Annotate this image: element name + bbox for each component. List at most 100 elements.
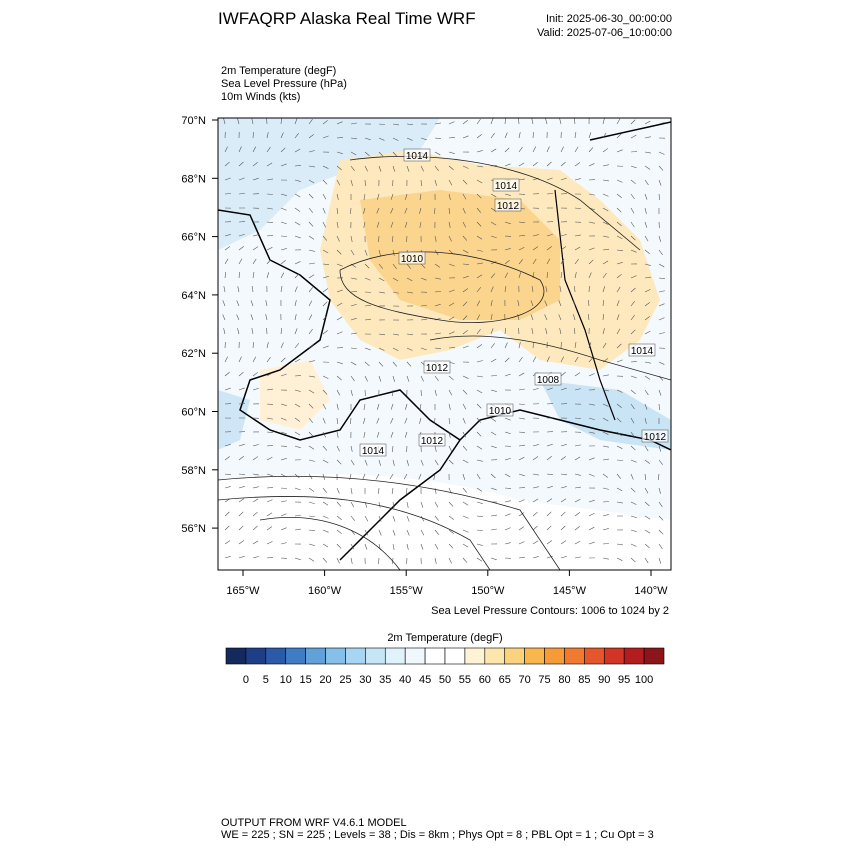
- barb: [280, 373, 287, 377]
- contour-label: 1014: [631, 346, 654, 357]
- barb: [308, 207, 313, 213]
- barb: [462, 417, 466, 424]
- barb: [448, 165, 454, 171]
- barb: [559, 118, 562, 125]
- barb: [308, 262, 315, 265]
- barb: [224, 177, 231, 181]
- barb: [602, 179, 609, 182]
- barb: [265, 300, 268, 307]
- barb: [266, 221, 273, 224]
- barb: [252, 444, 259, 447]
- barb: [266, 526, 273, 531]
- barb: [350, 375, 355, 382]
- lat-tick-label: 70°N: [181, 115, 206, 127]
- contour-label: 1010: [401, 254, 424, 265]
- barb: [406, 361, 412, 367]
- barb: [658, 459, 663, 465]
- barb: [251, 118, 254, 125]
- barb: [349, 473, 352, 480]
- barb: [266, 556, 273, 559]
- barb: [392, 361, 398, 367]
- colorbar-label: 70: [519, 674, 531, 686]
- barb: [504, 357, 510, 363]
- barb: [490, 417, 497, 422]
- barb: [560, 511, 566, 517]
- barb: [476, 557, 483, 562]
- barb: [322, 249, 329, 254]
- barb: [266, 444, 273, 447]
- barb: [574, 388, 581, 391]
- barb: [462, 431, 467, 438]
- barb: [616, 403, 622, 408]
- barb: [644, 193, 648, 200]
- barb: [630, 221, 635, 228]
- barb: [238, 403, 246, 405]
- barb: [434, 347, 441, 350]
- barb: [630, 119, 636, 125]
- barb: [476, 389, 483, 394]
- barb: [252, 473, 259, 476]
- barb: [406, 137, 413, 141]
- colorbar-swatch: [524, 647, 545, 665]
- barb: [390, 403, 394, 410]
- barb: [294, 445, 301, 449]
- barb: [252, 556, 259, 559]
- barb: [630, 275, 637, 279]
- barb: [558, 314, 562, 321]
- barb: [350, 459, 355, 466]
- barb: [616, 273, 622, 279]
- barb: [560, 486, 567, 489]
- barb: [588, 417, 595, 421]
- barb: [532, 356, 537, 363]
- barb: [378, 151, 384, 157]
- barb: [490, 193, 497, 198]
- barb: [336, 403, 339, 410]
- barb: [266, 356, 271, 363]
- barb: [294, 417, 301, 422]
- barb: [573, 300, 576, 307]
- barb: [560, 356, 564, 363]
- barb: [616, 557, 623, 561]
- barb: [266, 403, 274, 405]
- barb: [420, 515, 425, 522]
- barb: [602, 193, 609, 197]
- barb: [644, 389, 649, 396]
- barb: [294, 528, 301, 531]
- barb: [504, 248, 511, 251]
- barb: [252, 525, 258, 531]
- barb: [630, 301, 635, 307]
- barb: [476, 165, 483, 168]
- barb: [546, 146, 550, 153]
- barb: [375, 473, 380, 480]
- barb: [363, 193, 366, 200]
- barb: [630, 287, 636, 293]
- barb: [644, 403, 648, 410]
- barb: [322, 221, 326, 228]
- barb: [448, 389, 453, 396]
- barb: [364, 347, 371, 351]
- colorbar-swatch: [643, 647, 665, 665]
- barb: [574, 499, 581, 503]
- barb: [252, 177, 259, 181]
- barb: [476, 431, 482, 437]
- barb: [616, 328, 621, 335]
- barb: [392, 333, 399, 336]
- barb: [350, 303, 357, 307]
- barb: [448, 221, 451, 228]
- barb: [560, 146, 564, 153]
- barb: [308, 529, 315, 531]
- barb: [532, 511, 538, 517]
- colorbar-title: 2m Temperature (degF): [387, 632, 502, 644]
- barb: [336, 302, 343, 307]
- barb: [504, 118, 506, 125]
- barb: [350, 417, 352, 424]
- barb: [420, 347, 427, 351]
- barb: [490, 358, 497, 363]
- barb: [517, 300, 520, 307]
- barb: [265, 314, 268, 321]
- barb: [616, 193, 622, 198]
- valid-time: Valid: 2025-07-06_10:00:00: [537, 27, 672, 39]
- barb: [266, 207, 273, 210]
- barb: [602, 389, 609, 392]
- barb: [350, 557, 353, 564]
